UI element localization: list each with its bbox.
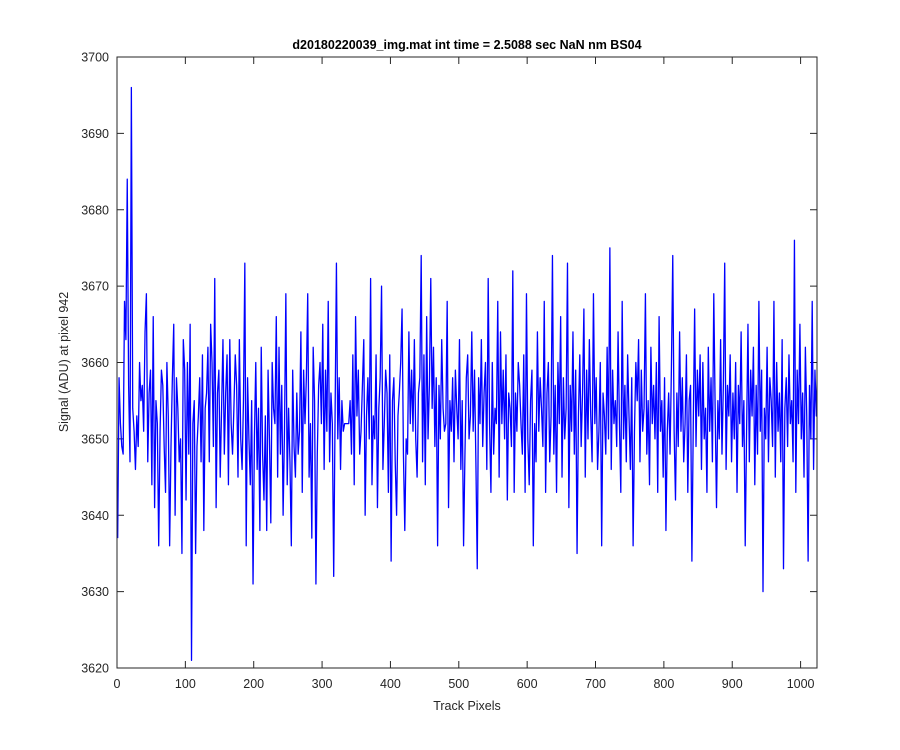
- series-line: [117, 86, 817, 662]
- y-tick-label: 3680: [81, 203, 109, 217]
- x-tick-label: 900: [722, 677, 743, 691]
- x-tick-label: 200: [243, 677, 264, 691]
- plot-area-frame: [116, 56, 818, 669]
- y-axis-ticks: 3620 3630 3640 3650 3660 3670 3680 3690 3700: [81, 51, 817, 676]
- y-tick-label: 3660: [81, 356, 109, 370]
- chart-title: d20180220039_img.mat int time = 2.5088 s…: [292, 38, 641, 52]
- y-tick-label: 3670: [81, 280, 109, 294]
- x-tick-label: 400: [380, 677, 401, 691]
- y-tick-label: 3630: [81, 585, 109, 599]
- y-tick-label: 3700: [81, 51, 109, 65]
- x-axis-label: Track Pixels: [433, 699, 501, 713]
- x-tick-label: 100: [175, 677, 196, 691]
- x-tick-label: 700: [585, 677, 606, 691]
- x-tick-label: 0: [114, 677, 121, 691]
- x-tick-label: 1000: [787, 677, 815, 691]
- y-tick-label: 3620: [81, 662, 109, 676]
- x-tick-label: 300: [312, 677, 333, 691]
- y-tick-label: 3650: [81, 432, 109, 446]
- x-tick-label: 600: [517, 677, 538, 691]
- x-axis-ticks: 0 100 200 300 400 500 600 700 800 900 1000: [114, 57, 815, 691]
- y-tick-label: 3690: [81, 127, 109, 141]
- y-tick-label: 3640: [81, 509, 109, 523]
- x-tick-label: 500: [448, 677, 469, 691]
- x-tick-label: 800: [653, 677, 674, 691]
- y-axis-label: Signal (ADU) at pixel 942: [57, 292, 71, 432]
